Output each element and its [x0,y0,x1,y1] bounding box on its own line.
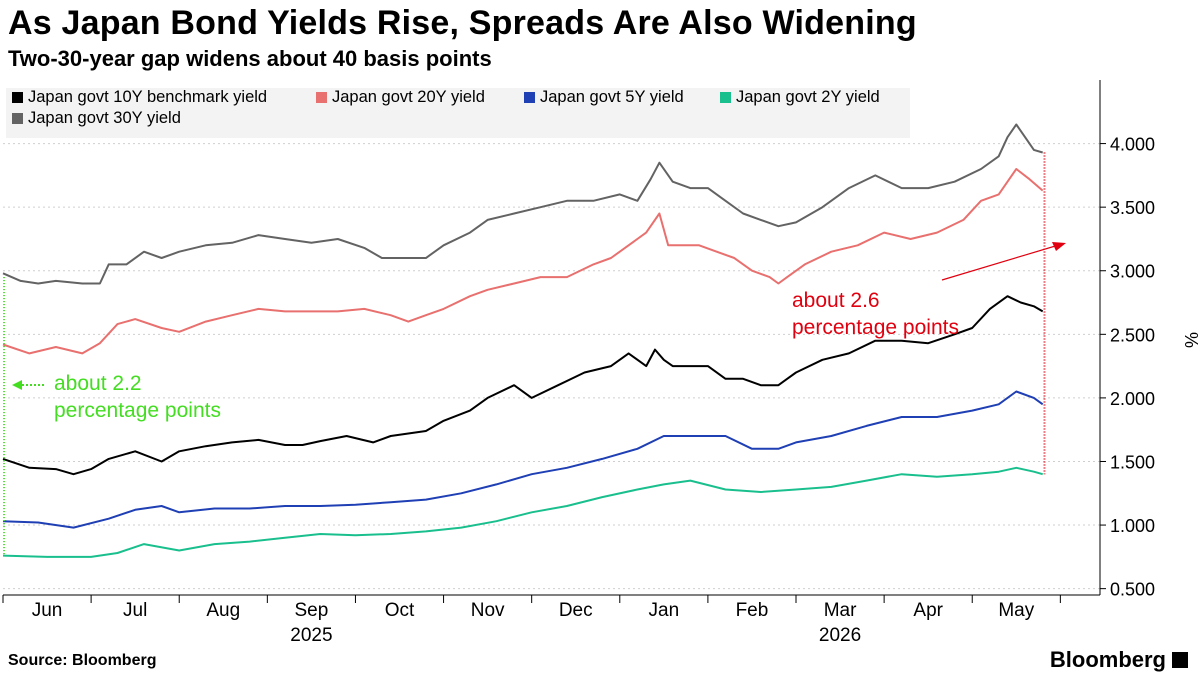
x-tick-label: Jan [649,600,680,621]
brand-logo: Bloomberg [1050,647,1188,673]
x-tick-label: Jun [32,600,63,621]
brand-name: Bloomberg [1049,647,1166,672]
x-tick-label: May [998,600,1034,621]
series-line-y10 [2,295,1044,476]
source-note: Source: Bloomberg [8,652,157,669]
grid-lines [3,143,1100,590]
x-tick-label: Feb [736,600,769,621]
legend-swatch-y5 [524,92,535,103]
arrow-line-red [941,243,1063,281]
series-lines [2,123,1044,558]
legend-background [6,88,910,138]
x-tick-label: Nov [471,600,505,621]
chart-title: As Japan Bond Yields Rise, Spreads Are A… [8,4,917,42]
x-tick-label: Jul [123,600,147,621]
x-tick-label: Dec [559,600,593,621]
legend-label-y10: Japan govt 10Y benchmark yield [28,88,267,106]
legend-swatch-y2 [720,92,731,103]
annotations: about 2.6 percentage points about 2.2 perce… [3,152,1066,556]
y-tick-label: 3.500 [1110,198,1155,218]
x-year-label: 2026 [819,625,861,646]
legend-swatch-y10 [12,92,23,103]
annotation-text-red: percentage points [792,316,959,339]
annotation-text-red: about 2.6 [792,289,880,312]
y-tick-label: 2.000 [1110,389,1155,409]
y-tick-label: 3.000 [1110,262,1155,282]
series-line-y2 [2,466,1043,558]
y-tick-label: 4.000 [1110,135,1155,155]
series-line-y20 [2,168,1044,355]
x-tick-label: Aug [206,600,240,621]
legend-label-y30: Japan govt 30Y yield [28,109,181,127]
x-tick-label: Apr [913,600,943,621]
legend-swatch-y20 [316,92,327,103]
chart-subtitle: Two-30-year gap widens about 40 basis po… [8,46,492,71]
y-tick-label: 0.500 [1110,580,1155,600]
x-tick-label: Mar [824,600,857,621]
legend-label-y5: Japan govt 5Y yield [540,88,684,106]
legend-label-y2: Japan govt 2Y yield [736,88,880,106]
y-axis-label: % [1181,332,1200,348]
x-year-label: 2025 [290,625,332,646]
x-tick-label: Sep [294,600,328,621]
y-tick-label: 2.500 [1110,325,1155,345]
series-line-y5 [2,390,1044,529]
bloomberg-icon [1172,652,1188,668]
series-line-y30 [2,123,1043,285]
axes: 0.500 1.000 1.500 2.000 2.500 3.000 3.500 4.000… [2,80,1200,646]
arrow-head-red [1052,242,1066,251]
annotation-text-green: about 2.2 [54,372,142,395]
y-tick-label: 1.000 [1110,516,1155,536]
legend-swatch-y30 [12,113,23,124]
arrow-head-green [12,380,22,390]
y-tick-label: 1.500 [1110,452,1155,472]
annotation-text-green: percentage points [54,399,221,422]
legend: Japan govt 10Y benchmark yield Japan govt… [6,88,910,138]
legend-label-y20: Japan govt 20Y yield [332,88,485,106]
x-tick-label: Oct [385,600,415,621]
